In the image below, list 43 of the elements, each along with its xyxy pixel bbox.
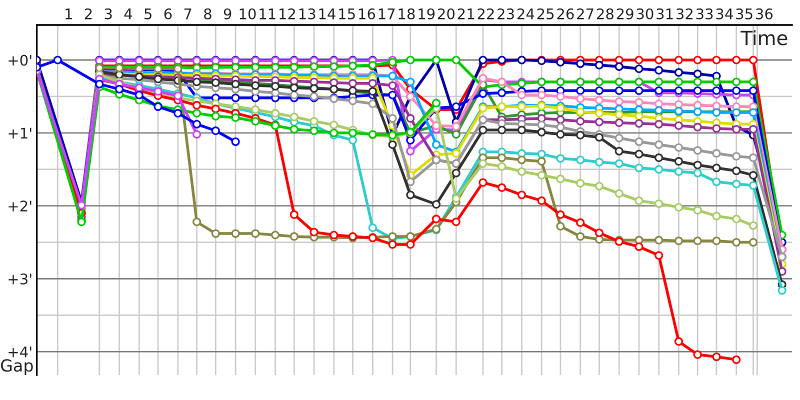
x-tick-label: 25 bbox=[537, 8, 554, 20]
y-tick-label: +4' bbox=[8, 346, 32, 358]
x-tick-label: 29 bbox=[616, 8, 634, 20]
x-tick-label: 33 bbox=[696, 8, 713, 20]
x-tick-label: 30 bbox=[636, 8, 654, 20]
x-tick-label: 8 bbox=[204, 8, 212, 20]
x-tick-label: 17 bbox=[378, 8, 395, 20]
x-tick-label: 3 bbox=[104, 8, 112, 20]
x-tick-label: 11 bbox=[260, 8, 276, 20]
x-tick-label: 6 bbox=[164, 8, 172, 20]
x-tick-label: 2 bbox=[84, 8, 92, 20]
x-tick-label: 23 bbox=[498, 8, 514, 20]
x-tick-label: 22 bbox=[478, 8, 494, 20]
x-tick-label: 10 bbox=[240, 8, 256, 20]
x-tick-label: 27 bbox=[577, 8, 594, 20]
x-tick-label: 4 bbox=[124, 8, 132, 20]
y-tick-label: +2' bbox=[8, 200, 32, 212]
y-tick-label: +1' bbox=[8, 128, 32, 138]
x-tick-label: 36 bbox=[756, 8, 773, 20]
x-tick-label: 9 bbox=[224, 8, 232, 20]
y-axis-title: Gap bbox=[1, 359, 33, 375]
x-tick-label: 32 bbox=[676, 8, 692, 20]
x-tick-label: 35 bbox=[736, 8, 752, 20]
x-tick-label: 15 bbox=[339, 8, 355, 20]
x-tick-label: 24 bbox=[517, 8, 534, 20]
x-tick-label: 26 bbox=[557, 8, 574, 20]
x-axis-title: Time bbox=[740, 30, 788, 46]
x-tick-label: 20 bbox=[438, 8, 455, 20]
x-tick-label: 7 bbox=[184, 8, 192, 20]
x-tick-label: 34 bbox=[716, 8, 733, 20]
x-tick-label: 1 bbox=[66, 8, 72, 20]
x-tick-label: 13 bbox=[299, 8, 316, 20]
x-tick-label: 12 bbox=[280, 8, 296, 20]
x-tick-label: 18 bbox=[398, 8, 415, 20]
y-tick-label: +3' bbox=[8, 273, 32, 284]
x-tick-label: 28 bbox=[596, 8, 614, 20]
x-tick-label: 16 bbox=[359, 8, 376, 20]
y-tick-label: +0' bbox=[8, 54, 32, 66]
x-tick-label: 14 bbox=[319, 8, 336, 20]
x-tick-label: 5 bbox=[144, 8, 152, 20]
x-tick-label: 19 bbox=[418, 8, 435, 20]
x-tick-label: 21 bbox=[458, 8, 474, 20]
x-tick-label: 31 bbox=[656, 8, 673, 20]
